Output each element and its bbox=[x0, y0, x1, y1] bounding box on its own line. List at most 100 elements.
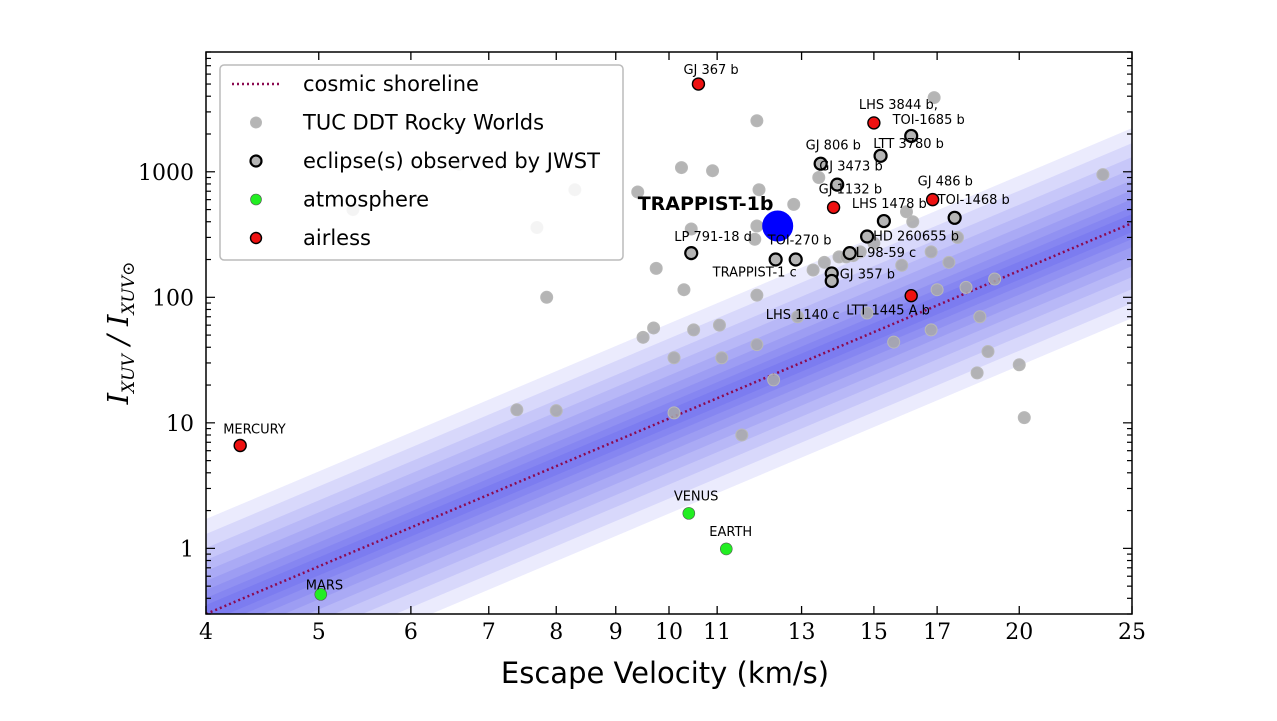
open-point bbox=[813, 156, 828, 171]
open-point bbox=[904, 128, 919, 144]
open-point bbox=[876, 213, 891, 229]
point-label: TOI-1468 b bbox=[937, 193, 1010, 208]
legend-marker bbox=[250, 116, 262, 129]
point-label: LHS 1140 c bbox=[766, 308, 840, 323]
point-label: HD 260655 b bbox=[873, 230, 959, 245]
point-label: MARS bbox=[306, 578, 343, 593]
point-label: TOI-1685 b bbox=[892, 113, 965, 128]
y-tick-label: 1 bbox=[180, 537, 194, 562]
grey-point bbox=[631, 185, 645, 199]
atmosphere-point bbox=[682, 507, 696, 520]
grey-point bbox=[860, 306, 874, 320]
airless-point bbox=[925, 192, 940, 207]
x-tick-label: 20 bbox=[1005, 620, 1033, 645]
grey-point bbox=[1096, 168, 1110, 182]
y-tick-label: 1000 bbox=[138, 161, 194, 186]
grey-point bbox=[791, 310, 805, 324]
grey-point bbox=[806, 263, 820, 277]
point-label: MERCURY bbox=[223, 422, 286, 437]
legend-box bbox=[219, 64, 624, 261]
legend: cosmic shoreline TUC DDT Rocky Worlds ecli… bbox=[219, 64, 624, 261]
shoreline-uncertainty-band bbox=[206, 128, 1132, 614]
legend-label: TUC DDT Rocky Worlds bbox=[302, 111, 544, 135]
grey-point bbox=[715, 351, 729, 365]
grey-point bbox=[924, 245, 938, 259]
band-strip bbox=[206, 199, 1132, 614]
point-label: EARTH bbox=[709, 525, 752, 540]
airless-point bbox=[904, 288, 918, 303]
legend-label: cosmic shoreline bbox=[303, 72, 479, 96]
grey-point bbox=[677, 283, 691, 297]
point-label: GJ 357 b bbox=[840, 267, 895, 282]
grey-point bbox=[981, 345, 995, 359]
x-tick-label: 5 bbox=[312, 620, 326, 645]
point-label: GJ 367 b bbox=[683, 63, 738, 78]
grey-point bbox=[988, 272, 1002, 286]
legend-marker bbox=[249, 154, 263, 168]
grey-point bbox=[899, 205, 913, 219]
open-point bbox=[859, 229, 875, 244]
grey-point bbox=[942, 255, 956, 269]
airless-point bbox=[826, 200, 841, 215]
trappist-point bbox=[762, 210, 794, 242]
x-axis-label: Escape Velocity (km/s) bbox=[501, 656, 829, 690]
x-tick-label: 25 bbox=[1118, 620, 1146, 645]
grey-point bbox=[906, 215, 920, 229]
grey-point bbox=[887, 335, 901, 349]
grey-point bbox=[540, 290, 554, 304]
x-tick-label: 10 bbox=[655, 620, 683, 645]
open-point bbox=[768, 252, 783, 267]
point-label: TOI-270 b bbox=[767, 234, 832, 249]
legend-marker bbox=[249, 231, 263, 245]
x-tick-label: 9 bbox=[609, 620, 623, 645]
grey-point bbox=[667, 351, 681, 365]
grey-point bbox=[970, 366, 984, 380]
grey-point bbox=[750, 114, 764, 128]
point-label: LP 791-18 d bbox=[674, 230, 752, 245]
grey-point bbox=[767, 373, 781, 387]
y-tick-label: 10 bbox=[166, 412, 194, 437]
point-label: GJ 806 b bbox=[806, 139, 861, 154]
x-tick-label: 6 bbox=[404, 620, 418, 645]
x-tick-label: 7 bbox=[482, 620, 496, 645]
axis-ticks: 4 5 6 7 8 9 10 11 13 15 17 20 25 1 10 100 1000 bbox=[138, 51, 1146, 645]
x-tick-label: 11 bbox=[703, 620, 731, 645]
grey-point bbox=[712, 318, 726, 332]
airless-point bbox=[233, 438, 247, 453]
legend-label: eclipse(s) observed by JWST bbox=[303, 149, 600, 173]
grey-point bbox=[752, 183, 766, 197]
band-strip bbox=[206, 128, 1132, 614]
grey-point bbox=[684, 222, 698, 236]
open-point bbox=[947, 210, 962, 225]
point-label: L 98-59 c bbox=[856, 246, 916, 261]
grey-point bbox=[735, 428, 749, 442]
grey-point bbox=[924, 323, 938, 337]
svg-text:IXUV / IXUV⊙: IXUV / IXUV⊙ bbox=[101, 262, 139, 406]
point-label: LHS 1478 b bbox=[852, 197, 927, 212]
band-strip bbox=[206, 169, 1132, 614]
point-label: TRAPPIST-1b bbox=[638, 193, 774, 215]
atmosphere-point bbox=[314, 588, 328, 601]
x-tick-label: 8 bbox=[549, 620, 563, 645]
grey-point bbox=[973, 310, 987, 324]
point-labels: GJ 367 b LHS 3844 b,TOI-1685 b LTT 3780 b G… bbox=[223, 63, 1010, 593]
y-tick-label: 100 bbox=[152, 286, 194, 311]
grey-point bbox=[674, 161, 688, 175]
grey-point bbox=[951, 230, 965, 244]
grey-point bbox=[510, 403, 524, 417]
x-tick-label: 4 bbox=[199, 620, 213, 645]
legend-label: airless bbox=[303, 226, 371, 250]
point-label: LTT 3780 b bbox=[873, 137, 944, 152]
grey-point bbox=[812, 171, 826, 185]
y-axis-label: IXUV / IXUV⊙ bbox=[101, 262, 139, 406]
grey-point bbox=[750, 219, 764, 233]
grey-point bbox=[636, 330, 650, 344]
band-strip bbox=[206, 180, 1132, 614]
airless-point bbox=[867, 116, 881, 130]
x-tick-label: 13 bbox=[788, 620, 816, 645]
band-strip bbox=[206, 190, 1132, 614]
point-label: LHS 3844 b, bbox=[859, 98, 938, 113]
legend-label: atmosphere bbox=[303, 188, 429, 212]
grey-point bbox=[748, 232, 762, 246]
